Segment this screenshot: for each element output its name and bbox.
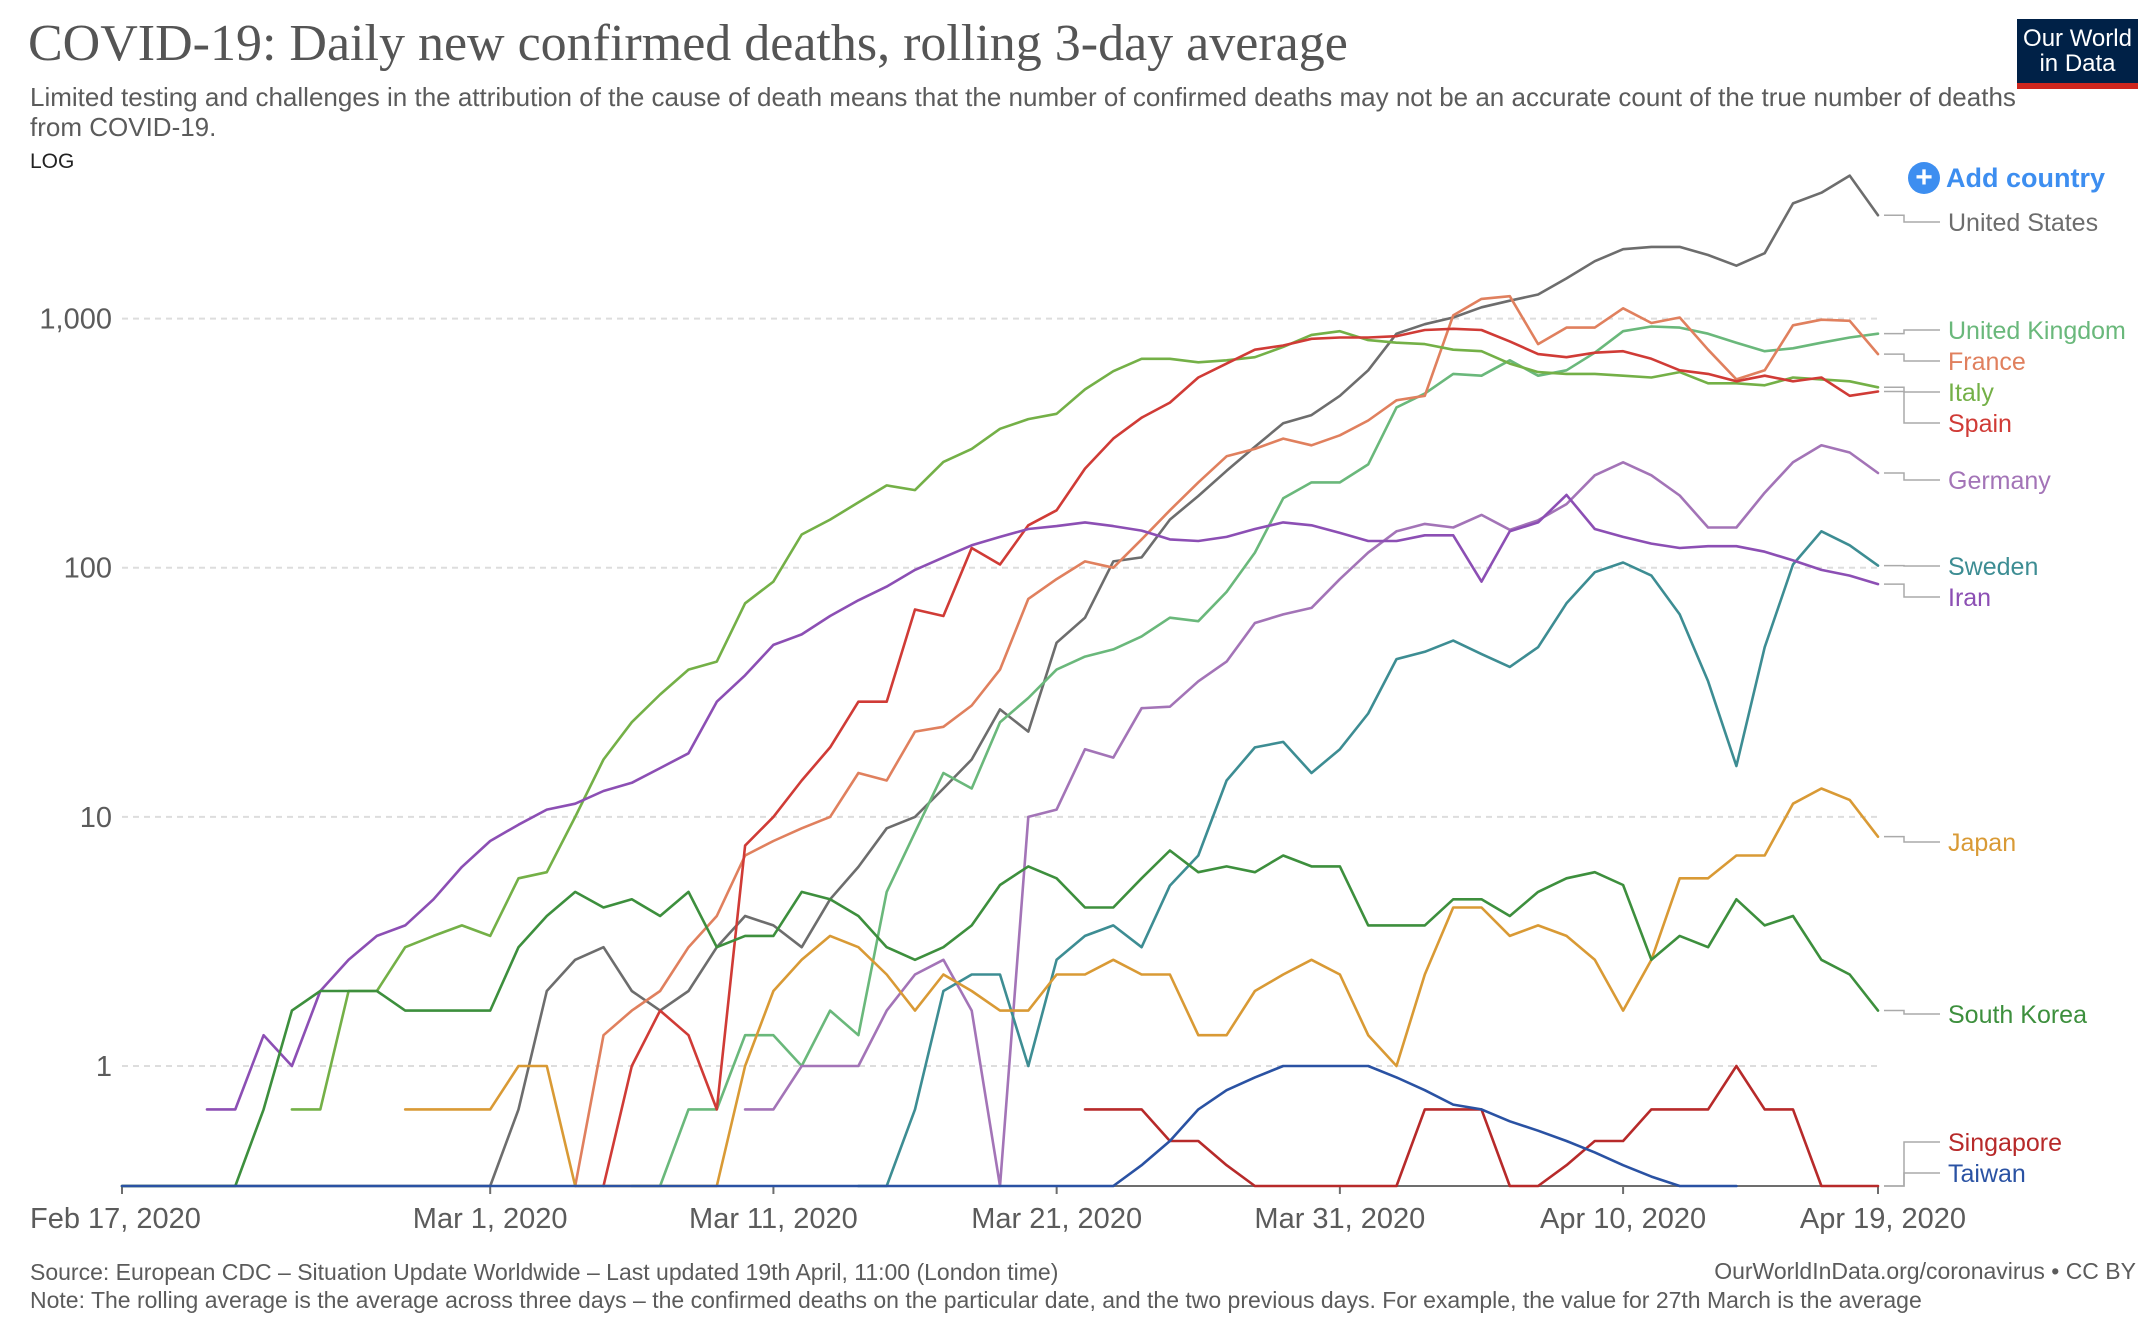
log-scale-toggle[interactable]: LOG (30, 150, 75, 173)
legend-label: United States (1948, 209, 2098, 237)
series-line-iran (205, 493, 1880, 1111)
legend-connector (1884, 329, 1940, 335)
legend-label: Taiwan (1948, 1160, 2026, 1188)
legend-connector (1884, 390, 1940, 424)
series-lines (120, 174, 1880, 1188)
legend-connector (1884, 472, 1940, 481)
gridlines (122, 317, 1878, 1068)
legend-connector (1884, 835, 1940, 843)
owid-logo[interactable]: Our World in Data (2017, 19, 2138, 89)
chart-title: COVID-19: Daily new confirmed deaths, ro… (28, 15, 1348, 72)
legend-label: Spain (1948, 410, 2012, 438)
legend-label: Iran (1948, 584, 1991, 612)
legend-label: Italy (1948, 379, 1994, 407)
y-tick-label: 1 (96, 1051, 112, 1083)
legend-connector (1884, 353, 1940, 362)
y-tick-label: 100 (64, 553, 112, 585)
series-line-united-states (120, 174, 1880, 1188)
chart-subtitle: Limited testing and challenges in the at… (30, 82, 2016, 142)
legend-label: Sweden (1948, 553, 2038, 581)
line-chart[interactable]: 1 10 100 1,000 Feb 17, 2020 Mar 1, 2020 Mar 1… (0, 0, 2156, 1250)
legend-label: France (1948, 348, 2026, 376)
y-tick-label: 1,000 (39, 304, 112, 336)
series-line-taiwan (120, 1064, 1738, 1188)
legend-label: Germany (1948, 467, 2051, 495)
x-tick-label: Mar 31, 2020 (1254, 1203, 1425, 1235)
x-tick-label: Feb 17, 2020 (30, 1203, 201, 1235)
legend: United States United Kingdom France Italy Sp… (1884, 209, 2126, 1188)
x-axis: Feb 17, 2020 Mar 1, 2020 Mar 11, 2020 Mar 2… (30, 1185, 1966, 1235)
x-tick-label: Mar 11, 2020 (689, 1203, 858, 1235)
methodology-note: Note: The rolling average is the average… (30, 1287, 1922, 1313)
y-tick-label: 10 (80, 802, 112, 834)
x-tick-label: Mar 1, 2020 (413, 1203, 568, 1235)
x-tick-label: Mar 21, 2020 (971, 1203, 1142, 1235)
series-line-south-korea (120, 849, 1880, 1188)
legend-label: Singapore (1948, 1129, 2062, 1157)
legend-connector (1884, 1009, 1940, 1015)
source-note: Source: European CDC – Situation Update … (30, 1259, 1059, 1285)
series-line-singapore (1083, 1064, 1880, 1188)
legend-label: United Kingdom (1948, 317, 2126, 345)
legend-connector (1884, 583, 1940, 598)
y-axis: 1 10 100 1,000 (39, 304, 112, 1083)
legend-connector (1884, 1141, 1940, 1187)
legend-connector (1884, 214, 1940, 223)
series-line-italy (290, 329, 1880, 1111)
attribution-link[interactable]: OurWorldInData.org/coronavirus • CC BY (1714, 1258, 2136, 1284)
add-country-label: Add country (1946, 162, 2105, 193)
legend-label: South Korea (1948, 1001, 2087, 1029)
plus-circle-icon: + (1908, 162, 1940, 194)
legend-connector (1884, 386, 1940, 393)
chart-footer: Source: European CDC – Situation Update … (30, 1258, 2140, 1314)
add-country-button[interactable]: + Add country (1908, 162, 2105, 194)
series-line-france (573, 294, 1880, 1188)
series-line-germany (743, 443, 1880, 1188)
series-line-sweden (857, 529, 1880, 1188)
series-line-japan (403, 787, 1880, 1188)
legend-connector (1884, 1172, 1940, 1187)
legend-label: Japan (1948, 829, 2016, 857)
series-line-united-kingdom (630, 325, 1880, 1188)
series-line-spain (602, 327, 1880, 1188)
x-tick-label: Apr 10, 2020 (1540, 1203, 1706, 1235)
x-tick-label: Apr 19, 2020 (1800, 1203, 1966, 1235)
